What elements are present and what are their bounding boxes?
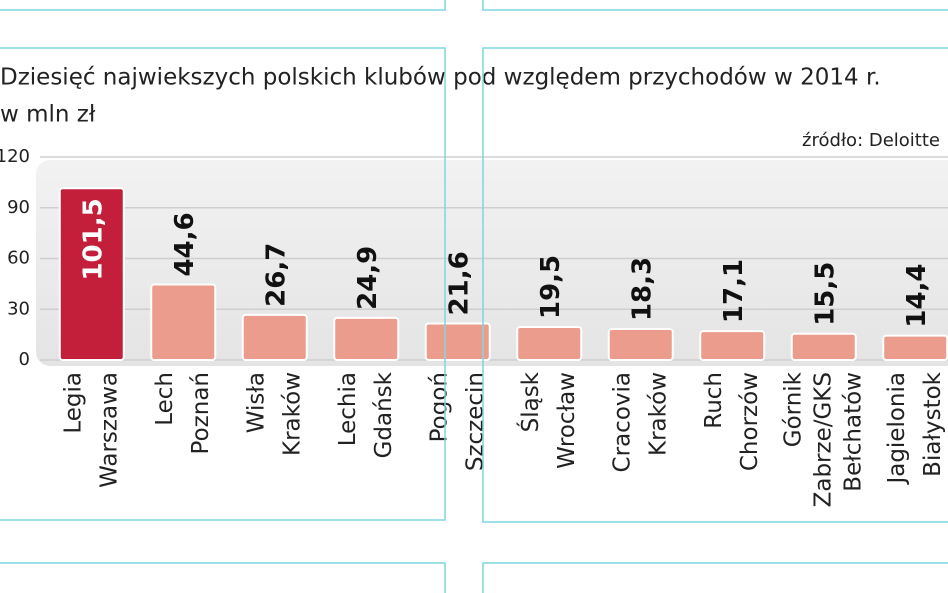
bar [607,328,674,362]
guide-box [0,562,446,593]
x-tick-label: Kraków [279,372,305,456]
guide-box [482,47,948,523]
x-tick-label: Lech [152,372,178,426]
value-label: 21,6 [444,251,474,315]
bar [516,326,583,362]
guide-box [482,562,948,593]
bar [58,187,125,361]
x-tick-label: Poznań [188,372,214,454]
value-label: 24,9 [353,246,383,310]
x-tick-label: Ruch [701,372,727,429]
x-tick-label: Białystok [920,371,946,476]
value-label: 26,7 [261,243,291,307]
x-tick-label: Cracovia [609,372,635,472]
bar [241,313,308,361]
y-tick-label: 30 [7,298,30,319]
x-tick-label: Wisła [243,372,269,433]
x-tick-label: Górnik [780,371,806,447]
value-label: 101,5 [78,198,108,280]
x-tick-label: Pogoń [426,372,452,442]
x-tick-label: Warszawa [96,372,122,488]
bar [790,332,857,362]
bar [150,283,217,361]
x-tick-label: Jagielonia [884,372,910,486]
source: źródło: Deloitte [802,130,940,151]
chart-title: Dziesięć najwiekszych polskich klubów po… [0,65,881,91]
value-label: 44,6 [170,212,200,276]
x-tick-label: Kraków [645,372,671,456]
y-tick-label: 90 [7,197,30,218]
x-tick-label: Gdańsk [371,371,397,458]
x-tick-label: Szczecin [462,372,488,471]
y-tick-label: 120 [0,146,30,167]
y-tick-label: 0 [19,349,30,370]
value-label: 14,4 [902,263,932,327]
x-tick-label: Zabrze/GKS [810,372,836,507]
value-label: 15,5 [810,262,840,326]
x-tick-label: Wrocław [554,372,580,469]
value-label: 17,1 [719,259,749,323]
bar [424,322,491,361]
plot: 0 30 60 90 120 Legia Warszawa 101,5 Lech Poznań 44… [0,146,948,507]
x-tick-label: Legia [60,372,86,434]
value-label: 19,5 [536,255,566,319]
x-tick-label: Lechia [335,372,361,446]
x-tick-label: Bełchatów [840,372,866,492]
bar [882,334,948,361]
chart-subtitle: w mln zł [0,102,96,128]
guide-box [482,0,948,11]
bar [333,316,400,362]
guide-box [0,47,446,521]
x-tick-label: Chorzów [737,372,763,471]
y-tick-label: 60 [7,248,30,269]
guide-box [0,0,446,11]
bar [699,330,766,362]
value-label: 18,3 [627,257,657,321]
x-tick-label: Śląsk [516,371,544,432]
